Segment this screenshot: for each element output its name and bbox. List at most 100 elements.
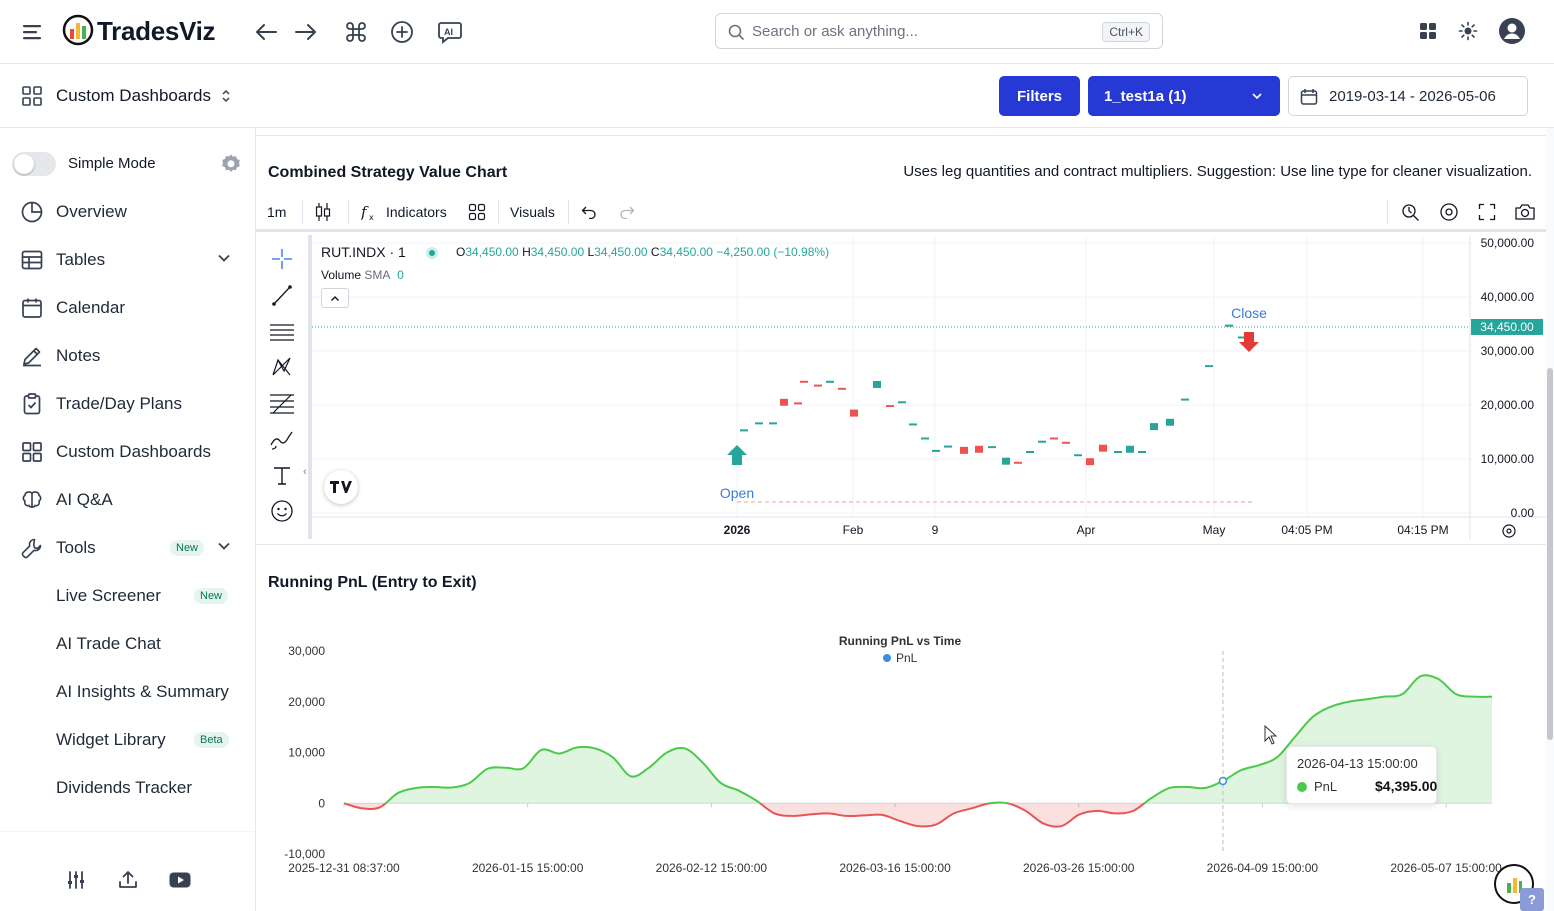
- command-icon[interactable]: [342, 18, 370, 46]
- sidebar-item-custom-dashboards[interactable]: Custom Dashboards: [0, 428, 255, 476]
- layout-grid-icon[interactable]: [466, 200, 488, 224]
- dashboard-selector[interactable]: Custom Dashboards: [56, 86, 211, 105]
- ohlc-change: −4,250.00 (−10.98%): [716, 245, 830, 259]
- sidebar-item-widget-library[interactable]: Widget Library Beta: [0, 716, 255, 764]
- undo-icon[interactable]: [578, 200, 600, 224]
- upload-icon[interactable]: [116, 868, 140, 892]
- sma-label: SMA: [364, 268, 390, 282]
- emoji-icon[interactable]: [268, 497, 296, 525]
- x-tick-label: 9: [932, 523, 939, 537]
- sidebar-item-dividends-tracker[interactable]: Dividends Tracker: [0, 764, 255, 812]
- symbol-legend: RUT.INDX · 1 O34,450.00 H34,450.00 L34,4…: [321, 244, 829, 260]
- quick-search-icon[interactable]: [1399, 200, 1423, 224]
- svg-text:AI: AI: [444, 27, 453, 37]
- camera-icon[interactable]: [1513, 200, 1537, 224]
- tooltip-time: 2026-04-13 15:00:00: [1297, 756, 1418, 771]
- volume-label: Volume: [321, 268, 362, 282]
- text-tool-icon[interactable]: [268, 461, 296, 489]
- candle: [1138, 450, 1146, 453]
- strategy-candlestick-chart[interactable]: 50,000.00 40,000.00 30,000.00 20,000.00 10,0…: [312, 235, 1546, 539]
- ohlc-low-label: L: [587, 245, 595, 259]
- theme-sun-icon[interactable]: [1456, 19, 1480, 43]
- trend-line-icon[interactable]: [268, 281, 296, 309]
- sidebar-item-notes[interactable]: Notes: [0, 332, 255, 380]
- redo-icon[interactable]: [616, 200, 638, 224]
- sidebar-item-tables[interactable]: Tables: [0, 236, 255, 284]
- pattern-icon[interactable]: [268, 353, 296, 381]
- collapse-legend-button[interactable]: [321, 288, 349, 308]
- sliders-icon[interactable]: [64, 868, 88, 892]
- candle: [975, 445, 983, 453]
- tradingview-logo-icon[interactable]: [324, 470, 358, 504]
- tooltip-value: $4,395.00: [1375, 778, 1438, 794]
- chevron-down-icon: [1252, 93, 1262, 100]
- horizontal-lines-icon[interactable]: [268, 317, 296, 345]
- x-tick-label: 2026-03-26 15:00:00: [1023, 861, 1135, 875]
- drawing-toolbar: [256, 235, 312, 539]
- sidebar-item-tools[interactable]: Tools New: [0, 524, 255, 572]
- clipboard-check-icon: [23, 393, 41, 415]
- search-icon: [728, 24, 744, 40]
- fib-retracement-icon[interactable]: [268, 389, 296, 417]
- account-select[interactable]: 1_test1a (1): [1088, 76, 1280, 116]
- chevron-down-icon[interactable]: [217, 541, 231, 551]
- chevron-down-icon[interactable]: [217, 253, 231, 263]
- logo-icon[interactable]: [62, 14, 94, 46]
- sidebar-item-live-screener[interactable]: Live Screener New: [0, 572, 255, 620]
- x-tick-label: 2026: [724, 523, 751, 537]
- scrollbar-track[interactable]: [1546, 128, 1554, 911]
- dashboard-header: Custom Dashboards Filters 1_test1a (1) 2…: [0, 64, 1554, 128]
- back-arrow-icon[interactable]: [252, 18, 280, 46]
- help-icon[interactable]: ?: [1520, 888, 1544, 911]
- fullscreen-icon[interactable]: [1475, 200, 1499, 224]
- forward-arrow-icon[interactable]: [292, 18, 320, 46]
- axis-settings-icon[interactable]: [1502, 524, 1516, 538]
- gear-icon[interactable]: [219, 152, 243, 176]
- sidebar-item-ai-qa[interactable]: AI Q&A: [0, 476, 255, 524]
- user-avatar-icon[interactable]: [1497, 16, 1527, 46]
- candles-icon[interactable]: [312, 200, 334, 224]
- sidebar-item-calendar[interactable]: Calendar: [0, 284, 255, 332]
- brush-icon[interactable]: [268, 425, 296, 453]
- settings-icon[interactable]: [1437, 200, 1461, 224]
- running-pnl-chart[interactable]: Running PnL vs Time PnL 30,000 20,000 10,000…: [256, 598, 1546, 891]
- logo-text[interactable]: TradesViz: [97, 16, 216, 46]
- add-circle-icon[interactable]: [388, 18, 416, 46]
- interval-button[interactable]: 1m: [267, 204, 287, 220]
- sidebar-item-ai-trade-chat[interactable]: AI Trade Chat: [0, 620, 255, 668]
- search-input[interactable]: [752, 20, 1092, 42]
- sidebar-item-overview[interactable]: Overview: [0, 188, 255, 236]
- crosshair-icon[interactable]: [268, 245, 296, 273]
- menu-icon[interactable]: [20, 20, 44, 44]
- date-range-picker[interactable]: 2019-03-14 - 2026-05-06: [1288, 76, 1528, 116]
- scrollbar-thumb[interactable]: [1547, 368, 1553, 740]
- simple-mode-toggle[interactable]: [12, 152, 56, 176]
- candle: [1205, 365, 1213, 368]
- apps-grid-icon[interactable]: [1416, 19, 1440, 43]
- last-price-badge: 34,450.00: [1480, 320, 1534, 334]
- legend-label[interactable]: PnL: [896, 651, 918, 665]
- x-tick-label: 04:15 PM: [1397, 523, 1448, 537]
- collapse-toolbar-icon[interactable]: ‹: [303, 466, 307, 478]
- candle: [826, 380, 834, 383]
- chevron-up-icon: [331, 295, 339, 301]
- y-tick-label: 30,000: [288, 644, 325, 658]
- candle: [1050, 437, 1058, 440]
- sidebar-item-trade-day-plans[interactable]: Trade/Day Plans: [0, 380, 255, 428]
- prev-widget-edge: [256, 128, 1546, 136]
- wrench-icon: [21, 538, 42, 559]
- visuals-button[interactable]: Visuals: [510, 204, 555, 220]
- indicators-button[interactable]: Indicators: [386, 204, 447, 220]
- sidebar-item-ai-insights[interactable]: AI Insights & Summary: [0, 668, 255, 716]
- search-box[interactable]: Ctrl+K: [715, 13, 1163, 49]
- ai-chat-icon[interactable]: AI: [436, 18, 464, 46]
- x-tick-label: 2026-03-16 15:00:00: [839, 861, 951, 875]
- symbol-label[interactable]: RUT.INDX · 1: [321, 244, 406, 260]
- updown-chevron-icon[interactable]: [218, 88, 234, 104]
- candle: [1002, 457, 1010, 465]
- hover-point: [1218, 776, 1228, 786]
- youtube-icon[interactable]: [168, 868, 192, 892]
- candle: [769, 422, 777, 425]
- filters-button[interactable]: Filters: [999, 76, 1080, 116]
